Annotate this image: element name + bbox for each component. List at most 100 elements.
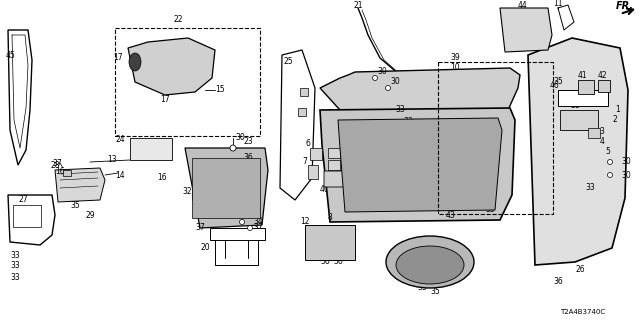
- Text: 33: 33: [395, 106, 405, 115]
- FancyBboxPatch shape: [324, 171, 344, 187]
- Ellipse shape: [129, 53, 141, 71]
- Bar: [598, 80, 610, 92]
- Text: 11: 11: [553, 0, 563, 9]
- Text: 35: 35: [430, 287, 440, 297]
- Polygon shape: [320, 108, 515, 222]
- Text: 30: 30: [235, 133, 245, 142]
- Text: 30: 30: [390, 77, 400, 86]
- Text: 10: 10: [450, 63, 460, 73]
- Text: 3: 3: [600, 127, 604, 137]
- Text: 36: 36: [320, 258, 330, 267]
- Ellipse shape: [607, 172, 612, 178]
- Text: 29: 29: [85, 211, 95, 220]
- Text: 14: 14: [115, 171, 125, 180]
- Text: 43: 43: [445, 211, 455, 220]
- Text: 35: 35: [485, 205, 495, 214]
- Bar: [13, 205, 41, 227]
- Text: 33: 33: [585, 183, 595, 193]
- Text: 15: 15: [215, 85, 225, 94]
- Ellipse shape: [230, 145, 236, 151]
- Bar: [578, 80, 594, 94]
- Text: 35: 35: [355, 171, 365, 180]
- Text: 30: 30: [621, 157, 631, 166]
- Text: 30: 30: [377, 68, 387, 76]
- Text: 38: 38: [570, 101, 580, 110]
- Ellipse shape: [239, 220, 244, 225]
- Text: 24: 24: [115, 135, 125, 145]
- Text: 17: 17: [113, 53, 123, 62]
- Text: 9: 9: [413, 253, 417, 262]
- Polygon shape: [55, 168, 105, 202]
- Polygon shape: [528, 38, 628, 265]
- Text: 26: 26: [575, 266, 585, 275]
- Text: 46: 46: [550, 82, 560, 91]
- Bar: [130, 138, 172, 160]
- Polygon shape: [338, 118, 502, 212]
- Text: 36: 36: [553, 277, 563, 286]
- Text: 33: 33: [485, 183, 495, 193]
- Bar: [298, 108, 306, 116]
- Text: 34: 34: [253, 218, 263, 227]
- Bar: [300, 88, 308, 96]
- Text: 35: 35: [403, 277, 413, 286]
- Text: 33: 33: [350, 140, 360, 149]
- Text: 33: 33: [485, 197, 495, 206]
- Bar: [588, 128, 600, 138]
- Bar: [558, 90, 608, 106]
- Bar: [438, 62, 553, 214]
- Text: 33: 33: [373, 190, 383, 199]
- Text: 33: 33: [355, 183, 365, 193]
- Text: 21: 21: [353, 2, 363, 11]
- Bar: [308, 165, 318, 179]
- Text: 17: 17: [160, 95, 170, 105]
- Ellipse shape: [607, 159, 612, 164]
- Text: 39: 39: [450, 53, 460, 62]
- Text: 36: 36: [243, 154, 253, 163]
- Text: 37: 37: [52, 158, 62, 167]
- Text: 28: 28: [51, 161, 60, 170]
- Polygon shape: [500, 8, 552, 52]
- Text: 23: 23: [243, 138, 253, 147]
- Bar: [192, 158, 260, 218]
- Text: 1: 1: [616, 106, 620, 115]
- Bar: [328, 160, 340, 170]
- Text: 42: 42: [597, 71, 607, 81]
- Text: 45: 45: [6, 51, 16, 60]
- Polygon shape: [8, 195, 55, 245]
- Text: 30: 30: [621, 171, 631, 180]
- Text: 33: 33: [485, 143, 495, 153]
- Text: 40: 40: [320, 186, 330, 195]
- Ellipse shape: [248, 226, 253, 230]
- Text: 4: 4: [600, 138, 604, 147]
- Polygon shape: [185, 148, 268, 228]
- Text: T2A4B3740C: T2A4B3740C: [560, 309, 605, 315]
- Bar: [305, 225, 355, 260]
- Text: 37: 37: [195, 223, 205, 233]
- Bar: [115, 28, 260, 136]
- Bar: [328, 148, 340, 158]
- Ellipse shape: [386, 236, 474, 288]
- Polygon shape: [8, 30, 32, 165]
- Text: 33: 33: [10, 251, 20, 260]
- Text: 6: 6: [305, 139, 310, 148]
- Polygon shape: [320, 68, 520, 110]
- Text: 33: 33: [355, 157, 365, 166]
- Text: 8: 8: [328, 213, 332, 222]
- Text: 32: 32: [182, 188, 192, 196]
- Text: 35: 35: [70, 201, 80, 210]
- Text: 34: 34: [243, 211, 253, 220]
- Text: 12: 12: [300, 218, 310, 227]
- Text: 27: 27: [18, 196, 28, 204]
- Ellipse shape: [372, 76, 378, 81]
- Text: 37: 37: [253, 223, 263, 233]
- Text: 5: 5: [605, 148, 611, 156]
- Text: 35: 35: [417, 284, 427, 292]
- Text: 13: 13: [107, 156, 117, 164]
- Text: 33: 33: [485, 171, 495, 180]
- Bar: [210, 228, 265, 240]
- Text: 33: 33: [403, 117, 413, 126]
- Ellipse shape: [385, 85, 390, 91]
- Bar: [310, 148, 322, 160]
- Polygon shape: [128, 38, 215, 95]
- Text: 25: 25: [283, 58, 293, 67]
